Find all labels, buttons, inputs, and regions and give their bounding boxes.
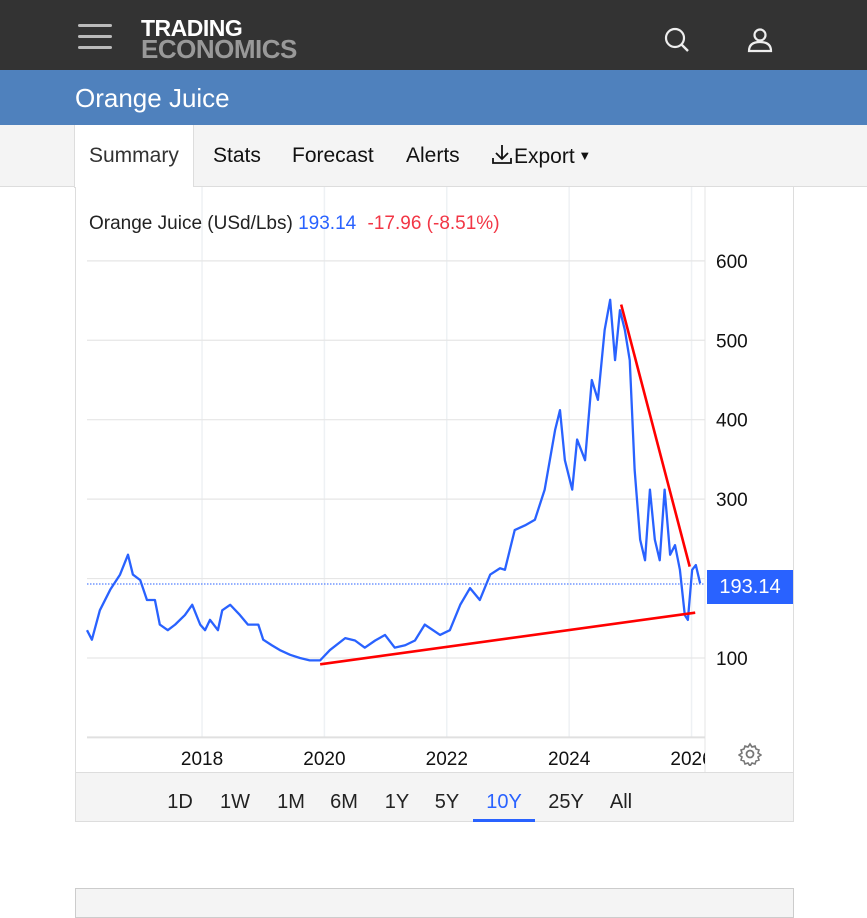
range-6m[interactable]: 6M [330, 791, 358, 813]
caret-down-icon: ▼ [574, 148, 592, 163]
range-1d[interactable]: 1D [167, 791, 193, 813]
range-selector: 1D 1W 1M 6M 1Y 5Y 10Y 25Y All [76, 772, 793, 822]
range-5y[interactable]: 5Y [434, 791, 460, 813]
tab-export[interactable]: Export ▼ [490, 125, 591, 187]
range-1w[interactable]: 1W [220, 791, 250, 813]
price-series-line [85, 298, 702, 662]
x-tick-label: 2020 [303, 749, 345, 770]
title-bar: Orange Juice [0, 70, 867, 125]
range-1m[interactable]: 1M [277, 791, 305, 813]
hamburger-icon[interactable] [78, 24, 112, 50]
last-price: 193.14 [298, 213, 357, 234]
trendline-resistance [619, 304, 691, 567]
range-all[interactable]: All [609, 791, 633, 813]
range-25y[interactable]: 25Y [548, 791, 584, 813]
range-10y[interactable]: 10Y [473, 773, 535, 822]
top-navigation-bar: TRADING ECONOMICS [0, 0, 867, 70]
user-icon[interactable] [746, 26, 774, 54]
download-icon [492, 145, 512, 164]
instrument-name: Orange Juice (USd/Lbs) [89, 213, 293, 234]
trading-economics-logo[interactable]: TRADING ECONOMICS [141, 15, 297, 64]
range-1y[interactable]: 1Y [384, 791, 410, 813]
y-tick-label: 100 [716, 649, 748, 670]
x-tick-label: 2026 [670, 749, 712, 770]
y-tick-label: 600 [716, 252, 748, 273]
page-title: Orange Juice [75, 83, 230, 113]
tab-forecast[interactable]: Forecast [292, 144, 374, 167]
trendline-support [319, 611, 696, 666]
y-tick-label: 500 [716, 331, 748, 352]
chart-header: Orange Juice (USd/Lbs) 193.14 -17.96 (-8… [89, 213, 500, 235]
last-price-tag: 193.14 [707, 570, 793, 604]
tab-alerts[interactable]: Alerts [406, 144, 460, 167]
price-change: -17.96 (-8.51%) [367, 213, 500, 234]
x-tick-label: 2018 [181, 749, 223, 770]
y-tick-label: 300 [716, 490, 748, 511]
y-tick-label: 400 [716, 411, 748, 432]
x-tick-label: 2024 [548, 749, 591, 770]
logo-line1: TRADING [141, 15, 243, 41]
search-icon[interactable] [663, 26, 691, 54]
next-section-card [75, 888, 794, 918]
tab-summary[interactable]: Summary [74, 125, 194, 188]
tab-stats[interactable]: Stats [213, 144, 261, 167]
export-label: Export [514, 145, 575, 168]
x-tick-label: 2022 [426, 749, 468, 770]
gear-icon[interactable] [738, 742, 762, 766]
tab-bar: Summary Stats Forecast Alerts Export ▼ [0, 125, 867, 188]
logo-line2: ECONOMICS [141, 34, 297, 64]
